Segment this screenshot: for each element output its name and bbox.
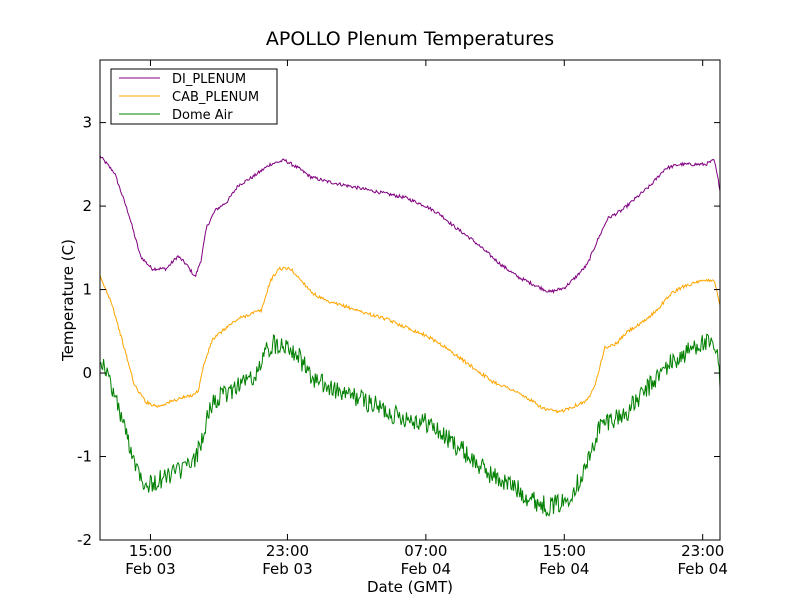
x-tick-time-label: 23:00 bbox=[681, 542, 724, 560]
y-tick-label: 1 bbox=[82, 281, 92, 299]
y-tick-label: 2 bbox=[82, 197, 92, 215]
x-tick-time-label: 15:00 bbox=[543, 542, 586, 560]
y-tick-label: 0 bbox=[82, 364, 92, 382]
series-line-dome-air bbox=[99, 333, 721, 517]
legend-label: Dome Air bbox=[172, 108, 233, 123]
series-layer bbox=[99, 155, 721, 517]
plot-frame bbox=[99, 59, 721, 541]
y-tick-label: -1 bbox=[77, 448, 92, 466]
legend: DI_PLENUM CAB_PLENUM Dome Air bbox=[110, 68, 278, 125]
x-tick-date-label: Feb 04 bbox=[677, 560, 727, 578]
x-tick-date-label: Feb 04 bbox=[401, 560, 451, 578]
x-tick-time-label: 07:00 bbox=[404, 542, 447, 560]
x-tick-time-label: 23:00 bbox=[266, 542, 309, 560]
legend-label: CAB_PLENUM bbox=[172, 90, 259, 105]
legend-label: DI_PLENUM bbox=[172, 72, 246, 87]
x-tick-date-label: Feb 03 bbox=[125, 560, 175, 578]
x-tick-date-label: Feb 04 bbox=[539, 560, 589, 578]
y-axis-label: Temperature (C) bbox=[59, 239, 77, 362]
series-line-di-plenum bbox=[99, 155, 721, 294]
x-axis-label: Date (GMT) bbox=[367, 578, 453, 596]
x-tick-time-label: 15:00 bbox=[129, 542, 172, 560]
y-tick-label: 3 bbox=[82, 114, 92, 132]
series-line-cab-plenum bbox=[99, 266, 721, 414]
y-tick-label: -2 bbox=[77, 531, 92, 549]
chart-title: APOLLO Plenum Temperatures bbox=[266, 28, 554, 50]
y-axis: 3 2 1 0 -1 -2 bbox=[77, 114, 720, 549]
x-tick-date-label: Feb 03 bbox=[262, 560, 312, 578]
